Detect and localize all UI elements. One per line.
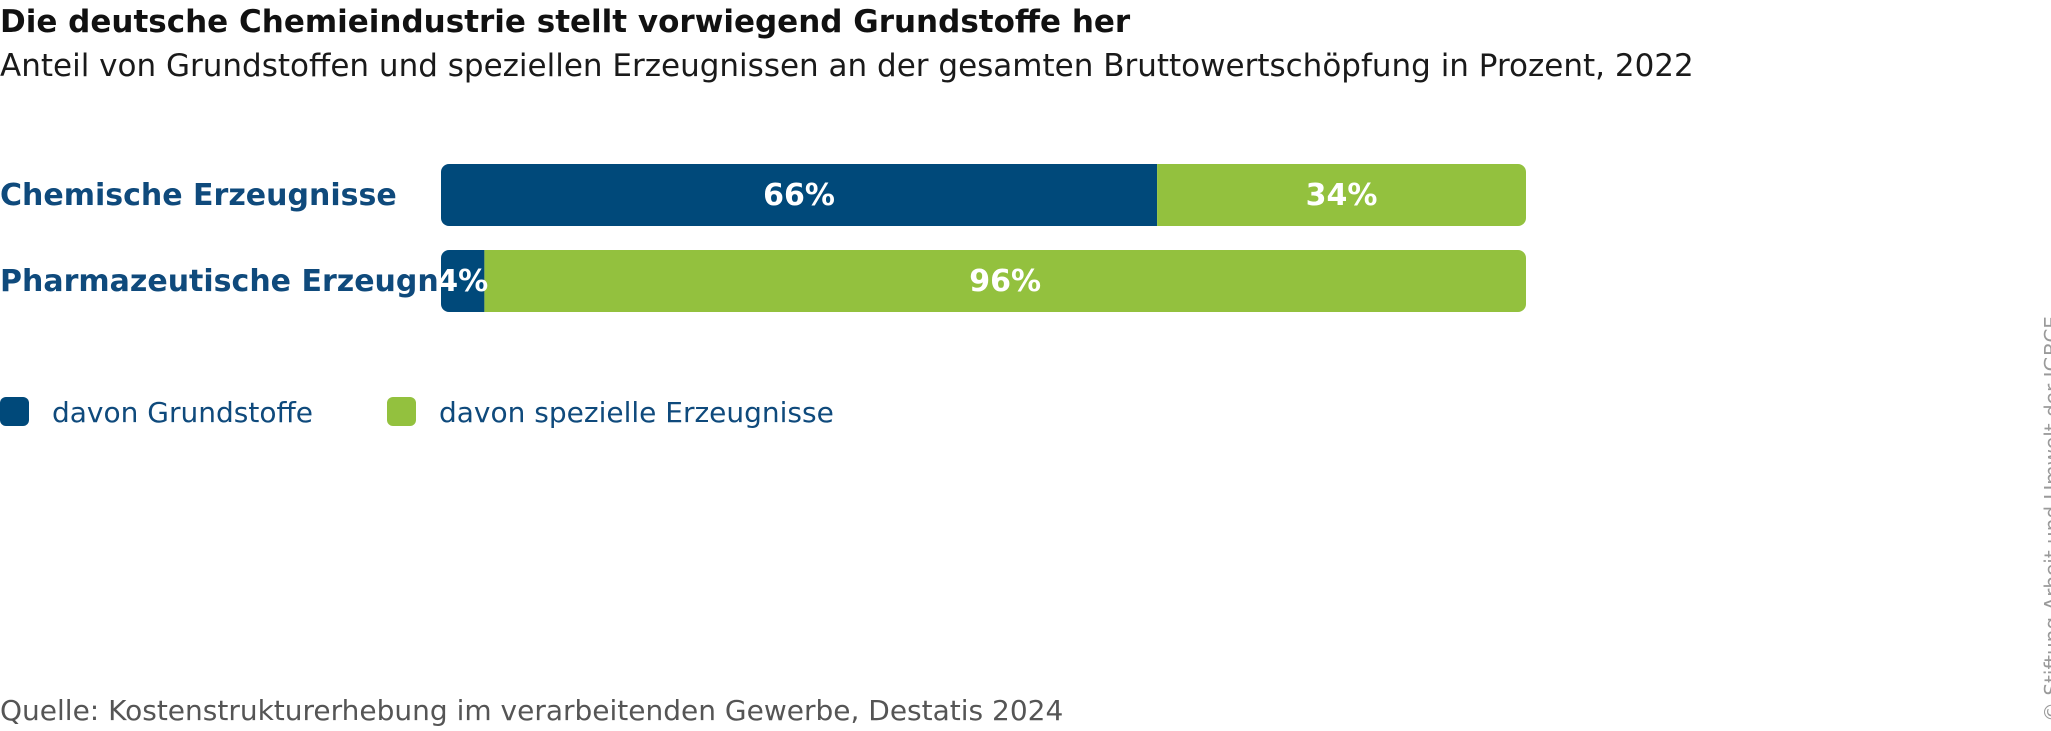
legend-swatch <box>0 397 29 426</box>
value-label: 34% <box>1306 178 1378 213</box>
source-note: Quelle: Kostenstrukturerhebung im verarb… <box>0 694 1064 727</box>
legend-label: davon Grundstoffe <box>52 396 313 429</box>
category-label: Chemische Erzeugnisse <box>0 178 397 213</box>
value-label: 4% <box>437 264 488 299</box>
bar-segment <box>441 164 1158 226</box>
value-label: 66% <box>763 178 835 213</box>
value-label: 96% <box>969 264 1041 299</box>
legend-label: davon spezielle Erzeugnisse <box>439 396 834 429</box>
bar-segment <box>484 250 1526 312</box>
bar-segment <box>441 250 485 312</box>
bar-segment <box>1157 164 1526 226</box>
chart-title: Die deutsche Chemieindustrie stellt vorw… <box>0 4 1131 40</box>
chart-subtitle: Anteil von Grundstoffen und speziellen E… <box>0 48 1694 84</box>
copyright-note: © Stiftung Arbeit und Umwelt der IGBCE <box>2040 316 2051 722</box>
category-label: Pharmazeutische Erzeugnisse <box>0 264 505 299</box>
legend-swatch <box>387 397 416 426</box>
